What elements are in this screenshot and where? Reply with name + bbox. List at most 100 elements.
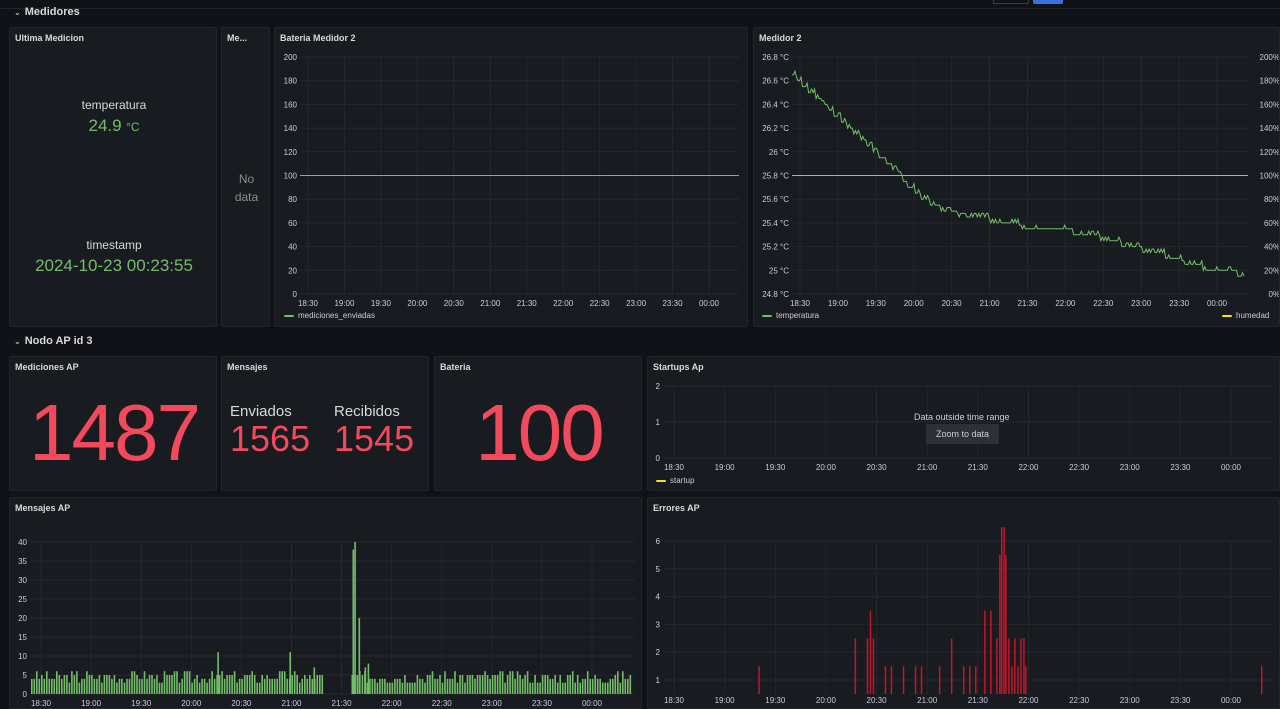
y-tick-label: 26 °C <box>769 148 789 157</box>
bar <box>153 678 156 694</box>
x-tick-label: 21:00 <box>917 463 938 472</box>
bar <box>429 675 431 694</box>
y-right-tick-label: 200% <box>1260 53 1280 62</box>
bar <box>386 682 389 694</box>
x-tick-label: 18:30 <box>664 463 685 472</box>
bar <box>436 678 439 694</box>
bar <box>612 678 614 694</box>
x-tick-label: 21:00 <box>980 299 1001 308</box>
bar <box>231 675 233 694</box>
recibidos-label: Recibidos <box>334 403 400 420</box>
bar <box>256 682 258 694</box>
bar <box>474 678 476 694</box>
bar <box>1023 638 1025 694</box>
time-picker-control[interactable] <box>993 0 1029 4</box>
bar <box>434 678 436 694</box>
bar <box>544 675 546 694</box>
bar <box>551 678 554 694</box>
legend-item[interactable]: humedad <box>1222 311 1269 320</box>
y-tick-label: 40 <box>288 243 297 252</box>
bar <box>193 678 196 694</box>
row-medidores[interactable]: ⌄ Medidores <box>14 6 80 18</box>
x-tick-label: 20:30 <box>867 463 888 472</box>
refresh-button[interactable] <box>1033 0 1063 4</box>
bar <box>376 682 379 694</box>
bar <box>186 671 188 694</box>
x-tick-label: 20:00 <box>407 299 428 308</box>
bar <box>273 678 276 694</box>
x-tick-label: 20:30 <box>942 299 963 308</box>
bar <box>298 682 301 694</box>
bar <box>479 675 481 694</box>
legend-label: humedad <box>1236 311 1270 320</box>
y-right-tick-label: 0% <box>1268 290 1280 299</box>
legend-item[interactable]: mediciones_enviadas <box>284 311 375 320</box>
legend-item[interactable]: temperatura <box>762 311 819 320</box>
bar <box>509 671 511 694</box>
bar <box>253 675 256 694</box>
bar <box>614 675 617 694</box>
y-tick-label: 120 <box>284 148 298 157</box>
bar <box>68 682 71 694</box>
bar <box>451 678 454 694</box>
startups-chart: 2 1 018:30 19:00 19:30 20:00 20:30 21:00 21:30 22… <box>656 382 1273 472</box>
bar <box>569 675 571 694</box>
bar <box>111 678 113 694</box>
x-tick-label: 19:00 <box>828 299 849 308</box>
y-tick-label: 26.4 °C <box>762 100 789 109</box>
x-tick-label: 22:00 <box>1055 299 1076 308</box>
bar <box>181 678 183 694</box>
bar <box>296 675 298 694</box>
bar <box>758 666 760 694</box>
bar <box>1008 638 1010 694</box>
legend-swatch <box>284 314 294 317</box>
bar <box>990 610 992 694</box>
panel-title: Mediciones AP <box>15 362 79 372</box>
x-tick-label: 21:00 <box>281 699 302 708</box>
x-tick-label: 20:00 <box>816 696 837 705</box>
x-tick-label: 19:00 <box>715 696 736 705</box>
bar <box>246 675 248 694</box>
row-nodo-ap[interactable]: ⌄ Nodo AP id 3 <box>14 335 93 347</box>
bar <box>201 678 203 694</box>
bar <box>584 678 586 694</box>
x-tick-label: 23:30 <box>1169 299 1190 308</box>
bar <box>238 678 241 694</box>
x-tick-label: 21:30 <box>332 699 353 708</box>
y-tick-label: 1 <box>656 676 661 685</box>
bar <box>884 666 887 694</box>
legend-label: startup <box>670 476 695 485</box>
panel-errores-ap: Errores AP 6 5 4 3 2 1 18:30 19:00 19:30 20:00 20:… <box>647 497 1280 709</box>
bar <box>116 682 118 694</box>
bar <box>459 675 461 694</box>
y-tick-label: 25 °C <box>769 266 789 275</box>
legend-item[interactable]: startup <box>656 476 694 485</box>
bar <box>521 678 524 694</box>
x-tick-label: 22:30 <box>1093 299 1114 308</box>
bar <box>156 675 158 694</box>
y-tick-label: 140 <box>284 124 298 133</box>
bar <box>494 675 496 694</box>
bar <box>404 675 406 694</box>
recibidos-value: 1545 <box>334 418 415 459</box>
bar <box>541 675 544 694</box>
bar <box>516 671 519 694</box>
bar <box>36 671 38 694</box>
bar <box>41 675 43 694</box>
x-tick-label: 23:00 <box>1120 696 1141 705</box>
bar <box>293 671 296 694</box>
bar <box>999 555 1001 694</box>
bar <box>103 675 106 694</box>
bar <box>223 678 226 694</box>
bar <box>594 675 596 694</box>
bar <box>351 675 354 694</box>
bar <box>1025 666 1027 694</box>
bar <box>163 671 166 694</box>
bar <box>61 678 63 694</box>
bar <box>902 666 905 694</box>
zoom-to-data-button[interactable]: Zoom to data <box>926 424 1000 444</box>
panel-mensajes: Mensajes Enviados 1565 Recibidos 1545 <box>221 356 429 491</box>
bar <box>596 678 599 694</box>
legend-label: mediciones_enviadas <box>298 311 375 320</box>
